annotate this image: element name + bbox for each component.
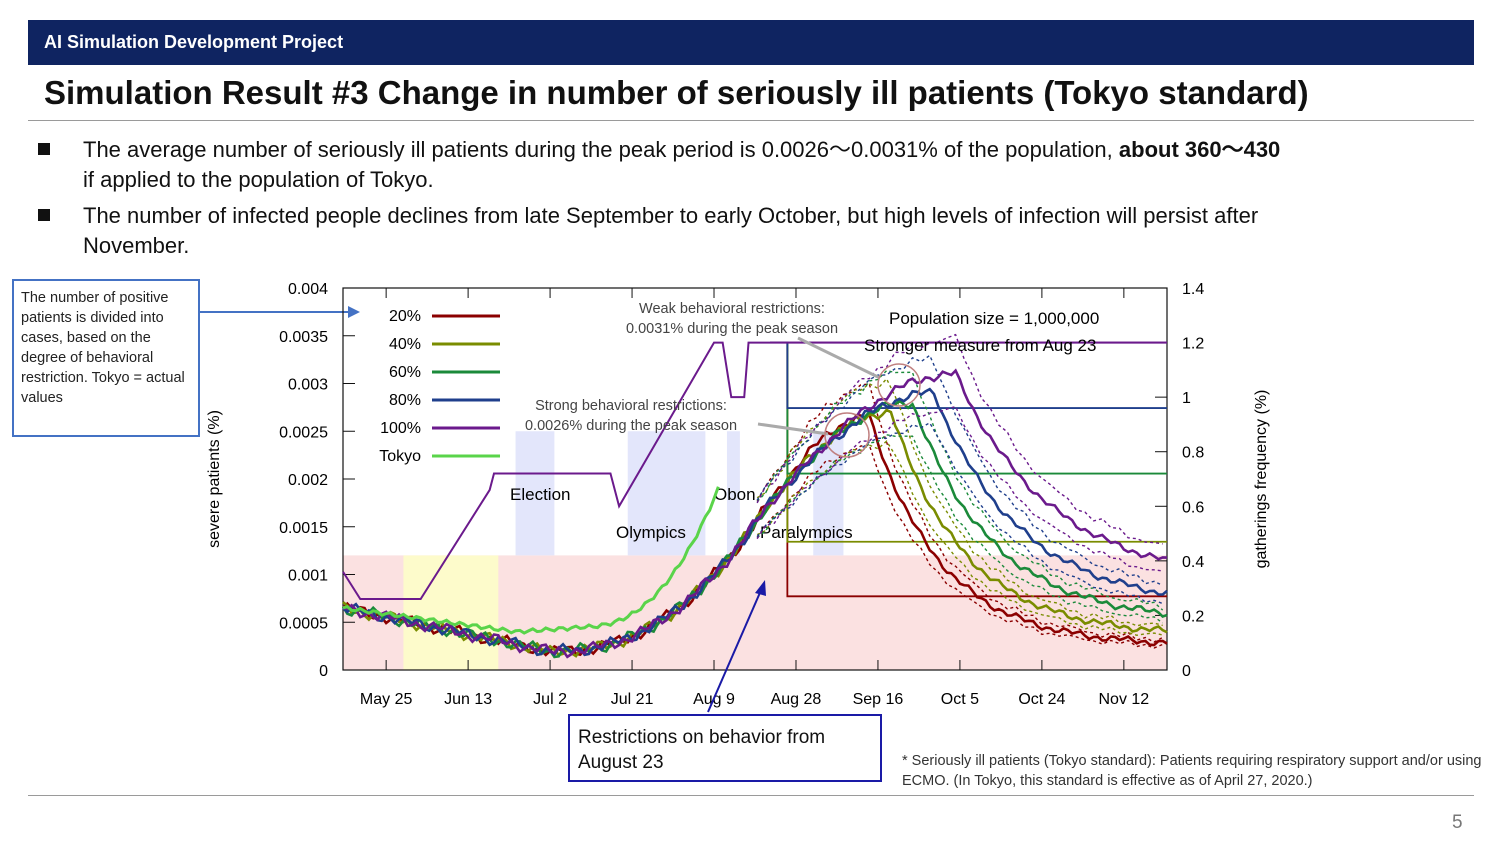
legend: 20% 40% 60% 80% 100% Tokyo — [379, 308, 500, 465]
right-axis-label: gatherings frequency (%) — [1253, 390, 1270, 569]
right-tick-label: 1.4 — [1182, 281, 1204, 298]
series-line-Tokyo — [342, 486, 720, 635]
series-upper-band — [756, 333, 1163, 545]
series-lines — [341, 333, 1168, 659]
left-tick-label: 0.0015 — [279, 520, 328, 537]
x-tick-label: Sep 16 — [853, 691, 904, 708]
title-divider — [28, 120, 1474, 121]
bullet-square-icon — [38, 143, 50, 155]
restriction-arrowhead-icon — [755, 580, 766, 596]
legend-label: 60% — [389, 364, 421, 381]
annotation-weak: Weak behavioral restrictions: — [639, 301, 825, 317]
page-number: 5 — [1452, 812, 1463, 833]
series-lower-band — [756, 444, 1163, 649]
x-tick-label: Aug 28 — [771, 691, 822, 708]
left-tick-label: 0.001 — [288, 568, 328, 585]
series-upper-band — [756, 383, 1164, 643]
footnote: * Seriously ill patients (Tokyo standard… — [902, 753, 1482, 789]
restriction-note-text: Restrictions on behavior from August 23 — [578, 727, 826, 773]
left-tick-label: 0 — [319, 663, 328, 680]
legend-label: 40% — [389, 336, 421, 353]
annotation-population: Population size = 1,000,000 — [889, 309, 1099, 328]
bullet-bold-text: about 360～430 — [1118, 137, 1281, 162]
background-bands — [343, 431, 1167, 670]
x-tick-label: Jun 13 — [444, 691, 492, 708]
annotation-pointer-weak — [797, 336, 881, 380]
event-label-obon: Obon — [714, 485, 756, 504]
bullet-text-line2: if applied to the population of Tokyo. — [83, 167, 434, 192]
callout-box: The number of positive patients is divid… — [12, 279, 200, 437]
gathering-history-line — [342, 341, 1167, 601]
restriction-note-box: Restrictions on behavior from August 23 — [568, 714, 882, 782]
left-tick-label: 0.0005 — [279, 615, 328, 632]
annotation-strong: Strong behavioral restrictions: — [535, 398, 727, 414]
right-tick-label: 0.4 — [1182, 554, 1204, 571]
right-tick-label: 1 — [1182, 390, 1191, 407]
x-tick-label: Jul 21 — [611, 691, 654, 708]
x-tick-label: Jul 2 — [533, 691, 567, 708]
page-title: Simulation Result #3 Change in number of… — [44, 74, 1309, 111]
right-tick-label: 0.8 — [1182, 445, 1204, 462]
header-bar: AI Simulation Development Project — [28, 20, 1474, 65]
x-axis: May 25 Jun 13 Jul 2 Jul 21 Aug 9 Aug 28 Sep 16… — [360, 288, 1149, 708]
peak-marker-weak — [877, 363, 921, 407]
series-lower-band — [756, 440, 1163, 636]
right-axis: 0 0.2 0.4 0.6 0.8 1 1.2 1.4 — [1155, 281, 1204, 680]
annotation-weak-value: 0.0031% during the peak season — [626, 321, 838, 337]
x-tick-label: May 25 — [360, 691, 413, 708]
left-axis: 0 0.0005 0.001 0.0015 0.002 0.0025 0.003 0.0035… — [279, 281, 355, 680]
left-tick-label: 0.0025 — [279, 424, 328, 441]
legend-label: 80% — [389, 392, 421, 409]
right-tick-label: 0.2 — [1182, 608, 1204, 625]
series-lower-band — [756, 405, 1163, 572]
left-axis-label: severe patients (%) — [206, 410, 223, 548]
series-line-100% — [342, 368, 1168, 659]
series-upper-band — [756, 354, 1163, 587]
bullet-text: The average number of seriously ill pati… — [83, 137, 1119, 162]
footer-divider — [28, 795, 1474, 796]
yellow-band — [403, 555, 499, 670]
right-tick-label: 1.2 — [1182, 336, 1204, 353]
annotation-pointer-strong — [757, 422, 829, 436]
event-band — [627, 431, 706, 556]
annotation-stronger: Stronger measure from Aug 23 — [864, 336, 1096, 355]
left-tick-label: 0.003 — [288, 377, 328, 394]
right-tick-label: 0 — [1182, 663, 1191, 680]
legend-label: 100% — [380, 420, 421, 437]
left-tick-label: 0.002 — [288, 472, 328, 489]
bullet-square-icon — [38, 209, 50, 221]
event-band — [726, 431, 740, 556]
legend-label: 20% — [389, 308, 421, 325]
callout-text: The number of positive patients is divid… — [21, 290, 185, 406]
series-lower-band — [756, 421, 1163, 605]
peak-marker-strong — [824, 412, 870, 458]
left-tick-label: 0.0035 — [279, 329, 328, 346]
project-name: AI Simulation Development Project — [44, 32, 344, 52]
event-label-paralympics: Paralympics — [760, 523, 853, 542]
x-tick-label: Oct 5 — [941, 691, 979, 708]
event-label-olympics: Olympics — [616, 523, 686, 542]
callout-arrowhead-icon — [348, 306, 360, 318]
x-tick-label: Nov 12 — [1099, 691, 1150, 708]
right-tick-label: 0.6 — [1182, 499, 1204, 516]
series-upper-band — [756, 377, 1163, 627]
left-tick-label: 0.004 — [288, 281, 328, 298]
bullet-text-line2: November. — [83, 233, 190, 258]
event-label-election: Election — [510, 485, 570, 504]
restriction-arrow — [707, 587, 763, 713]
x-tick-label: Oct 24 — [1018, 691, 1065, 708]
bullet-text: The number of infected people declines f… — [83, 203, 1259, 228]
legend-label: Tokyo — [379, 448, 421, 465]
annotation-strong-value: 0.0026% during the peak season — [525, 418, 737, 434]
event-band — [515, 431, 555, 556]
